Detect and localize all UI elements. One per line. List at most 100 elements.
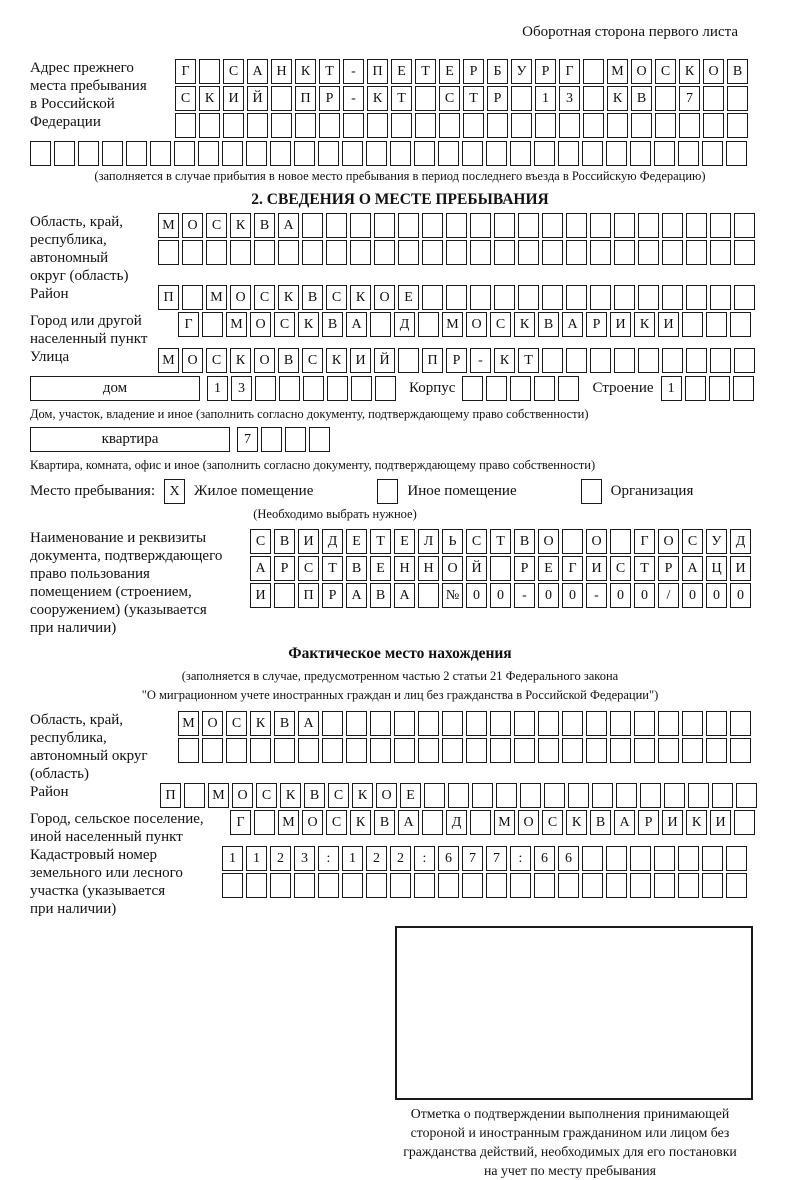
- char-box: [679, 113, 700, 138]
- char-box: М: [158, 213, 179, 238]
- char-box: [630, 141, 651, 166]
- char-box: [586, 711, 607, 736]
- char-box: [727, 113, 748, 138]
- char-box: [616, 783, 637, 808]
- char-box: [295, 113, 316, 138]
- char-box: Р: [514, 556, 535, 581]
- char-box: [688, 783, 709, 808]
- char-box: [562, 529, 583, 554]
- char-box: В: [346, 556, 367, 581]
- char-box: Н: [418, 556, 439, 581]
- char-box: Е: [538, 556, 559, 581]
- char-box: Е: [400, 783, 421, 808]
- char-box: С: [466, 529, 487, 554]
- char-box: Й: [247, 86, 268, 111]
- stay-info-section: Область, край, республика, автономный округ…: [30, 213, 770, 637]
- char-box: [702, 141, 723, 166]
- char-box: 1: [207, 376, 228, 401]
- char-box: В: [322, 312, 343, 337]
- char-box: 7: [486, 846, 507, 871]
- char-box: П: [160, 783, 181, 808]
- previous-address-row-3: [175, 113, 751, 138]
- char-box: [710, 285, 731, 310]
- char-box: У: [706, 529, 727, 554]
- char-box: О: [202, 711, 223, 736]
- region2-row-2: [178, 738, 754, 763]
- char-box: [422, 213, 443, 238]
- char-box: [439, 113, 460, 138]
- char-box: [446, 240, 467, 265]
- char-box: [391, 113, 412, 138]
- char-box: [534, 873, 555, 898]
- char-box: Л: [418, 529, 439, 554]
- char-box: [326, 240, 347, 265]
- char-box: О: [232, 783, 253, 808]
- char-box: К: [199, 86, 220, 111]
- char-box: М: [278, 810, 299, 835]
- char-box: 2: [390, 846, 411, 871]
- char-box: [150, 141, 171, 166]
- char-box: [222, 873, 243, 898]
- char-box: [490, 556, 511, 581]
- char-box: Н: [394, 556, 415, 581]
- char-box: Г: [230, 810, 251, 835]
- char-box: [654, 846, 675, 871]
- char-box: М: [208, 783, 229, 808]
- char-box: [486, 141, 507, 166]
- char-box: Д: [322, 529, 343, 554]
- char-box: [462, 141, 483, 166]
- char-box: [606, 873, 627, 898]
- char-box: 1: [342, 846, 363, 871]
- char-box: Р: [274, 556, 295, 581]
- char-box: 2: [366, 846, 387, 871]
- char-box: [366, 873, 387, 898]
- char-box: Т: [463, 86, 484, 111]
- district2-label: Район: [30, 784, 69, 800]
- char-box: [631, 113, 652, 138]
- char-box: Й: [374, 348, 395, 373]
- char-box: [470, 213, 491, 238]
- char-box: Р: [638, 810, 659, 835]
- char-box: [418, 583, 439, 608]
- city2-label: Город, сельское поселение, иной населенны…: [30, 811, 204, 845]
- char-box: [703, 86, 724, 111]
- char-box: С: [302, 348, 323, 373]
- char-box: [226, 738, 247, 763]
- char-box: 2: [270, 846, 291, 871]
- char-box: [223, 113, 244, 138]
- char-box: О: [466, 312, 487, 337]
- char-box: [202, 738, 223, 763]
- page-title: Оборотная сторона первого листа: [522, 24, 738, 40]
- char-box: [494, 213, 515, 238]
- char-box: [590, 213, 611, 238]
- char-box: [422, 240, 443, 265]
- char-box: С: [326, 285, 347, 310]
- house-note: Дом, участок, владение и иное (заполнить…: [30, 407, 589, 421]
- char-box: [710, 240, 731, 265]
- char-box: [470, 285, 491, 310]
- char-box: [736, 783, 757, 808]
- char-box: [566, 240, 587, 265]
- char-box: [54, 141, 75, 166]
- char-box: М: [206, 285, 227, 310]
- char-box: К: [514, 312, 535, 337]
- char-box: Т: [370, 529, 391, 554]
- char-box: [542, 285, 563, 310]
- char-box: А: [394, 583, 415, 608]
- char-box: [734, 348, 755, 373]
- char-box: А: [346, 312, 367, 337]
- char-box: [446, 213, 467, 238]
- char-box: [568, 783, 589, 808]
- previous-address-section: Адрес прежнего места пребывания в Российск…: [30, 59, 770, 185]
- char-box: [398, 348, 419, 373]
- char-box: [734, 810, 755, 835]
- char-box: [610, 711, 631, 736]
- char-box: [583, 86, 604, 111]
- char-box: [462, 376, 484, 401]
- char-box: [374, 213, 395, 238]
- apartment-note: Квартира, комната, офис и иное (заполнит…: [30, 458, 596, 472]
